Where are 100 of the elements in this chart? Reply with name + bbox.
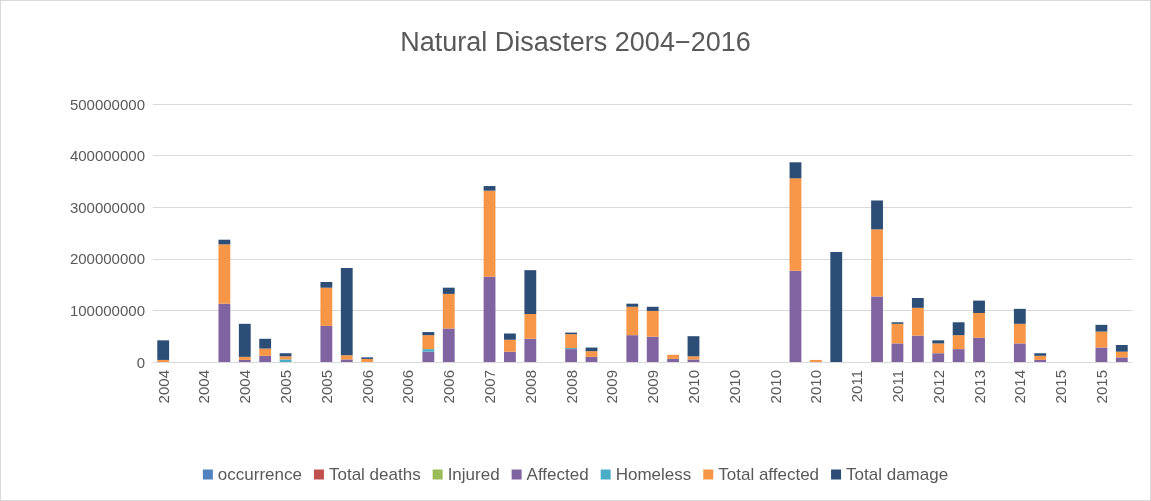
x-tick-label: 2005 bbox=[317, 370, 335, 404]
bar bbox=[932, 343, 945, 354]
bar bbox=[626, 335, 639, 362]
bar bbox=[524, 338, 537, 362]
bar bbox=[483, 186, 496, 191]
legend-label: Total damage bbox=[846, 465, 949, 484]
bar bbox=[340, 355, 353, 360]
x-tick-label: 2004 bbox=[154, 370, 172, 404]
bar bbox=[157, 359, 170, 362]
bar bbox=[1115, 357, 1128, 362]
bar bbox=[973, 312, 985, 338]
x-tick-label: 2009 bbox=[603, 370, 621, 404]
bar bbox=[911, 298, 924, 308]
x-tick-label: 2010 bbox=[725, 370, 743, 404]
chart-title: Natural Disasters 2004−2016 bbox=[400, 26, 751, 57]
bar bbox=[1115, 344, 1128, 352]
x-tick-label: 2010 bbox=[684, 370, 702, 404]
bar bbox=[422, 332, 435, 336]
bar bbox=[259, 338, 272, 349]
bar bbox=[789, 178, 802, 271]
bar bbox=[830, 252, 843, 362]
x-tick-label: 2012 bbox=[929, 370, 947, 404]
x-tick-label: 2006 bbox=[358, 370, 376, 404]
bar bbox=[646, 306, 659, 311]
bar bbox=[932, 340, 945, 344]
bar bbox=[483, 276, 496, 362]
bar bbox=[442, 287, 455, 294]
bar bbox=[952, 349, 965, 362]
bar bbox=[667, 354, 680, 359]
bar bbox=[422, 349, 435, 352]
bar bbox=[809, 359, 822, 362]
bar bbox=[422, 335, 435, 350]
bar bbox=[218, 303, 231, 362]
y-tick-label: 100000000 bbox=[69, 301, 145, 319]
bar bbox=[504, 351, 516, 362]
bar bbox=[1034, 359, 1047, 362]
bar bbox=[483, 190, 496, 277]
bar bbox=[238, 323, 251, 357]
bar bbox=[891, 343, 904, 362]
x-tick-label: 2007 bbox=[481, 370, 499, 404]
x-tick-label: 2009 bbox=[644, 370, 662, 404]
bar bbox=[891, 323, 904, 344]
bar bbox=[259, 348, 272, 356]
bar bbox=[259, 355, 272, 362]
x-tick-label: 2014 bbox=[1011, 370, 1029, 404]
bar bbox=[1095, 331, 1108, 348]
bar bbox=[646, 336, 659, 362]
bar bbox=[1095, 324, 1108, 332]
x-tick-label: 2015 bbox=[1092, 370, 1110, 404]
legend-label: Homeless bbox=[615, 465, 692, 484]
bar bbox=[1013, 308, 1026, 324]
x-tick-label: 2008 bbox=[562, 370, 580, 404]
bar bbox=[626, 306, 639, 336]
x-tick-label: 2015 bbox=[1052, 370, 1070, 404]
bar bbox=[871, 229, 883, 297]
bar bbox=[789, 270, 802, 362]
y-tick-label: 0 bbox=[136, 353, 145, 371]
bar bbox=[504, 333, 516, 340]
x-tick-label: 2013 bbox=[970, 370, 988, 404]
bar bbox=[157, 340, 170, 360]
bar bbox=[340, 359, 353, 362]
bar bbox=[442, 293, 455, 329]
legend-label: Injured bbox=[447, 465, 500, 484]
bar bbox=[646, 310, 659, 337]
legend-label: Total deaths bbox=[328, 465, 421, 484]
bar bbox=[871, 200, 883, 230]
bar bbox=[524, 314, 537, 339]
bar bbox=[667, 358, 680, 362]
bar bbox=[952, 335, 965, 350]
bar bbox=[422, 351, 435, 362]
bar bbox=[952, 322, 965, 336]
bar bbox=[565, 349, 578, 362]
bar bbox=[1013, 323, 1026, 344]
bar bbox=[524, 270, 537, 315]
bar bbox=[1034, 353, 1047, 356]
bar bbox=[504, 339, 516, 352]
legend-label: occurrence bbox=[217, 465, 302, 484]
x-tick-label: 2011 bbox=[848, 370, 866, 403]
bar bbox=[789, 162, 802, 179]
x-tick-label: 2006 bbox=[440, 370, 458, 404]
bar bbox=[973, 300, 985, 313]
bar bbox=[973, 337, 985, 362]
bar bbox=[585, 356, 598, 362]
x-tick-label: 2006 bbox=[399, 370, 417, 404]
legend-label: Affected bbox=[526, 465, 589, 484]
bar bbox=[911, 335, 924, 362]
bar bbox=[585, 351, 598, 357]
bar bbox=[1095, 347, 1108, 362]
legend-label: Total affected bbox=[718, 465, 820, 484]
bar bbox=[565, 334, 578, 349]
x-tick-label: 2011 bbox=[888, 370, 906, 403]
bar bbox=[320, 325, 333, 362]
bar bbox=[932, 353, 945, 362]
bar bbox=[1013, 343, 1026, 362]
x-tick-label: 2004 bbox=[195, 370, 213, 404]
bar bbox=[442, 328, 455, 362]
y-tick-label: 500000000 bbox=[69, 95, 145, 113]
y-tick-label: 400000000 bbox=[69, 147, 145, 165]
y-tick-label: 300000000 bbox=[69, 198, 145, 216]
x-tick-label: 2010 bbox=[807, 370, 825, 404]
